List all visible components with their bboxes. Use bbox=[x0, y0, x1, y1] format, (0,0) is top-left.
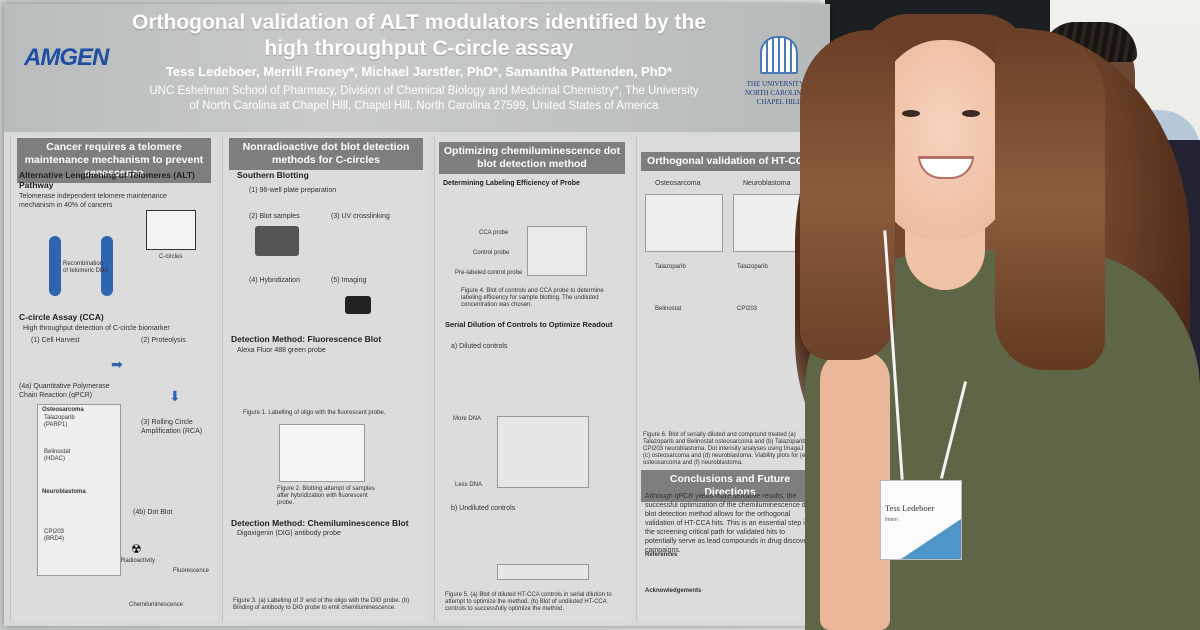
references-heading: References bbox=[645, 552, 678, 558]
conclusions-heading: Conclusions and Future Directions bbox=[641, 470, 819, 502]
diluted-blot bbox=[497, 416, 589, 488]
labeling-blot bbox=[527, 226, 587, 276]
column-validation: Orthogonal validation of HT-CCA Osteosar… bbox=[636, 136, 823, 622]
presenter-arm bbox=[820, 350, 890, 630]
figure-3-caption: Figure 3. (a) Labelling of 3' end of the… bbox=[233, 598, 410, 611]
cpi203-neuro: CPI203 bbox=[737, 306, 758, 312]
blot-apparatus-icon bbox=[255, 226, 299, 256]
radiation-icon: ☢ bbox=[131, 542, 142, 556]
alt-title: Alternative Lengthening of Telomeres (AL… bbox=[19, 170, 195, 190]
badge-role: Intern bbox=[885, 517, 898, 523]
step-imaging: (5) Imaging bbox=[331, 277, 367, 284]
unc-logo-text: THE UNIVERSITY of NORTH CAROLINA at CHAP… bbox=[744, 80, 814, 106]
research-poster: AMGEN Orthogonal validation of ALT modul… bbox=[4, 4, 830, 626]
chemi-method-title: Detection Method: Chemiluminescence Blot bbox=[231, 518, 409, 528]
section-heading: Optimizing chemiluminescence dot blot de… bbox=[439, 142, 625, 174]
step-proteolysis: (2) Proteolysis bbox=[141, 337, 186, 344]
cpi203-label: CPI203 (BRD4) bbox=[44, 529, 65, 542]
old-well-icon bbox=[760, 36, 798, 74]
poster-title: Orthogonal validation of ALT modulators … bbox=[132, 11, 706, 60]
figure-2-caption: Figure 2. Blotting attempt of samples af… bbox=[277, 486, 375, 506]
arrow-down-icon: ⬇ bbox=[169, 388, 181, 404]
chemi-probe: Digoxigenin (DIG) antibody probe bbox=[237, 530, 341, 537]
fluorescence-method-title: Detection Method: Fluorescence Blot bbox=[231, 334, 382, 344]
presenter-hair-left bbox=[800, 30, 895, 360]
section-heading: Cancer requires a telomere maintenance m… bbox=[17, 138, 211, 183]
unc-logo: THE UNIVERSITY of NORTH CAROLINA at CHAP… bbox=[739, 36, 819, 107]
diluted-controls-label: a) Diluted controls bbox=[451, 343, 508, 350]
recombination-label: Recombination of telomeric DNA bbox=[63, 261, 109, 274]
talazoparib-label: Talazoparib (PARP1) bbox=[44, 415, 75, 428]
serial-dilution-title: Serial Dilution of Controls to Optimize … bbox=[445, 320, 613, 329]
poster-authors: Tess Ledeboer, Merrill Froney*, Michael … bbox=[165, 64, 673, 79]
figure-1-caption: Figure 1. Labelling of oligo with the fl… bbox=[243, 410, 386, 416]
fluorescence-probe: Alexa Fluor 488 green probe bbox=[237, 347, 326, 354]
alt-text: Telomerase independent telomere maintena… bbox=[19, 193, 167, 209]
badge-accent bbox=[901, 519, 961, 559]
radioactivity-label: Radioactivity bbox=[121, 558, 156, 564]
section-heading: Nonradioactive dot blot detection method… bbox=[229, 138, 423, 170]
belinostat-label: Belinostat (HDAC) bbox=[44, 449, 71, 462]
osteosarcoma-label: Osteosarcoma bbox=[42, 407, 84, 413]
column-optimization: Optimizing chemiluminescence dot blot de… bbox=[434, 136, 631, 622]
undiluted-blot bbox=[497, 564, 589, 580]
control-probe-label: Control probe bbox=[473, 250, 510, 256]
conclusions-text: Although qPCR yields more sensitive resu… bbox=[645, 493, 814, 554]
step-hybridization: (4) Hybridization bbox=[249, 277, 300, 284]
column-methods: Nonradioactive dot blot detection method… bbox=[222, 136, 429, 622]
fluorescence-label: Fluorescence bbox=[173, 568, 210, 574]
osteo-heading: Osteosarcoma bbox=[655, 180, 701, 187]
step-uv: (3) UV crosslinking bbox=[331, 213, 390, 220]
acknowledgements-heading: Acknowledgements bbox=[645, 588, 702, 594]
osteo-blot bbox=[645, 194, 723, 252]
talazoparib-neuro: Talazoparib bbox=[737, 264, 768, 270]
qpcr-charts: Osteosarcoma Talazoparib (PARP1) Belinos… bbox=[37, 404, 121, 576]
step-rca: (3) Rolling Circle Amplification (RCA) bbox=[141, 419, 203, 435]
more-dna-label: More DNA bbox=[453, 416, 482, 422]
step-blot-samples: (2) Blot samples bbox=[249, 213, 300, 220]
cca-probe-label: CCA probe bbox=[479, 230, 509, 236]
chemiluminescence-label: Chemiluminescence bbox=[129, 602, 184, 608]
step-dot-blot: (4b) Dot Blot bbox=[133, 509, 173, 516]
amgen-logo: AMGEN bbox=[24, 44, 109, 71]
poster-affiliation: UNC Eshelman School of Pharmacy, Divisio… bbox=[149, 85, 699, 112]
figure-5-caption: Figure 5. (a) Blot of diluted HT-CCA con… bbox=[445, 592, 612, 612]
step-cell-harvest: (1) Cell Harvest bbox=[31, 337, 80, 344]
cca-title: C-circle Assay (CCA) bbox=[19, 312, 104, 322]
prelabeled-probe-label: Pre-labeled control probe bbox=[455, 270, 523, 276]
step-qpcr: (4a) Quantitative Polymerase Chain React… bbox=[19, 383, 110, 399]
belinostat-osteo: Belinostat bbox=[655, 306, 682, 312]
camera-icon bbox=[345, 296, 371, 314]
cca-text: High throughput detection of C-circle bi… bbox=[23, 325, 170, 332]
neuroblastoma-label: Neuroblastoma bbox=[42, 489, 86, 495]
column-intro: Cancer requires a telomere maintenance m… bbox=[10, 136, 217, 622]
less-dna-label: Less DNA bbox=[455, 482, 483, 488]
chromosome-icon bbox=[49, 236, 61, 296]
badge-name: Tess Ledeboer bbox=[885, 503, 935, 513]
figure-6-caption: Figure 6. Blot of serially diluted and c… bbox=[643, 432, 818, 466]
figure-4-caption: Figure 4. Blot of controls and CCA probe… bbox=[461, 288, 604, 308]
chromosome-icon bbox=[101, 236, 113, 296]
talazoparib-osteo: Talazoparib bbox=[655, 264, 686, 270]
presenter-eye-left bbox=[902, 110, 920, 117]
step-plate-prep: (1) 96-well plate preparation bbox=[249, 187, 337, 194]
neuro-heading: Neuroblastoma bbox=[743, 180, 791, 187]
arrow-right-icon: ➡ bbox=[111, 356, 123, 372]
southern-title: Southern Blotting bbox=[237, 170, 309, 180]
section-heading: Orthogonal validation of HT-CCA bbox=[641, 152, 817, 171]
poster-banner: AMGEN Orthogonal validation of ALT modul… bbox=[4, 4, 830, 132]
fluorescent-blot-image bbox=[279, 424, 365, 482]
presenter-eye-right bbox=[962, 110, 980, 117]
c-circles-diagram bbox=[146, 210, 196, 250]
c-circles-label: C-circles bbox=[159, 254, 183, 260]
presenter-hair-right bbox=[995, 30, 1105, 370]
name-badge: Tess Ledeboer Intern bbox=[880, 480, 962, 560]
labeling-title: Determining Labeling Efficiency of Probe bbox=[443, 180, 580, 187]
undiluted-controls-label: b) Undiluted controls bbox=[451, 505, 516, 512]
